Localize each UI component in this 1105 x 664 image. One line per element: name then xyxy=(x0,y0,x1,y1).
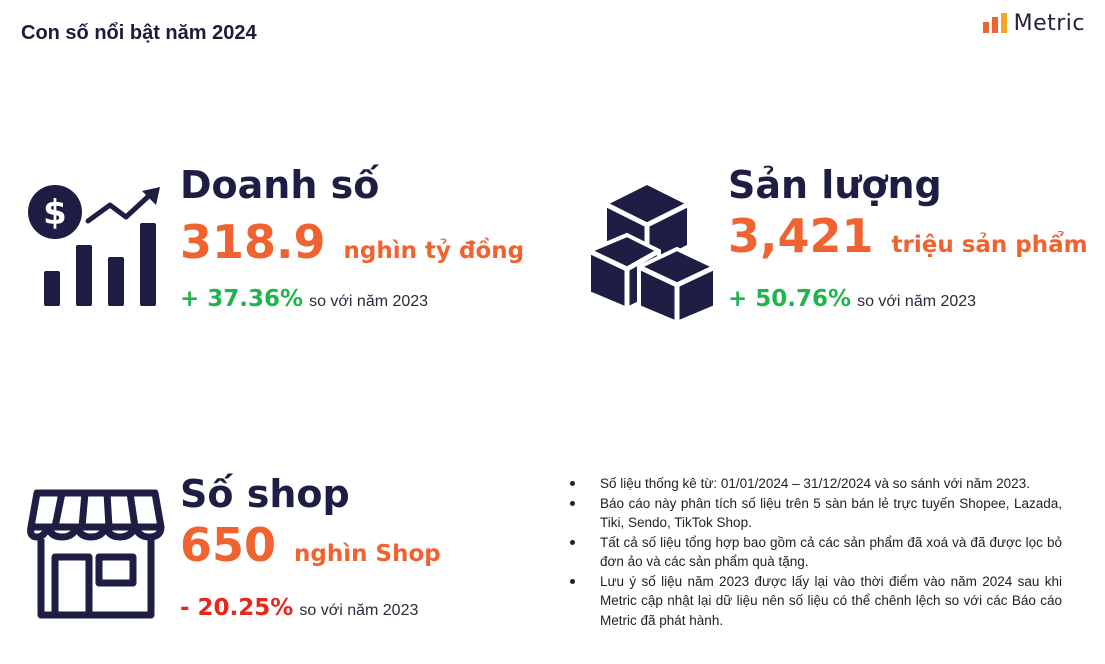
stat-change: - 20.25% xyxy=(180,595,294,621)
metric-bars-icon xyxy=(982,13,1007,33)
list-item: Số liệu thống kê từ: 01/01/2024 – 31/12/… xyxy=(570,474,1062,494)
stat-unit: nghìn Shop xyxy=(294,541,441,567)
stat-compare: so với năm 2023 xyxy=(857,293,977,310)
revenue-growth-chart-icon: $ xyxy=(24,183,164,308)
stat-compare: so với năm 2023 xyxy=(309,293,429,310)
stat-label: Số shop xyxy=(180,472,350,516)
svg-text:$: $ xyxy=(43,193,67,233)
stat-unit: nghìn tỷ đồng xyxy=(343,238,525,264)
boxes-icon xyxy=(587,183,717,326)
stat-label: Doanh số xyxy=(180,163,380,207)
page-title: Con số nổi bật năm 2024 xyxy=(21,22,257,44)
logo-text: Metric xyxy=(1013,10,1085,36)
stat-change: + 37.36% xyxy=(180,286,304,312)
list-item: Báo cáo này phân tích số liệu trên 5 sàn… xyxy=(570,494,1062,533)
storefront-icon xyxy=(27,489,165,619)
metric-logo: Metric xyxy=(982,10,1085,36)
stat-value: 318.9 xyxy=(180,215,326,269)
notes-list: Số liệu thống kê từ: 01/01/2024 – 31/12/… xyxy=(570,474,1062,630)
stat-value: 3,421 xyxy=(728,209,874,263)
stat-unit: triệu sản phẩm xyxy=(891,232,1088,258)
list-item: Lưu ý số liệu năm 2023 được lấy lại vào … xyxy=(570,572,1062,631)
stat-value: 650 xyxy=(180,518,277,572)
stat-label: Sản lượng xyxy=(728,163,942,207)
list-item: Tất cả số liệu tổng hợp bao gồm cả các s… xyxy=(570,533,1062,572)
stat-change: + 50.76% xyxy=(728,286,852,312)
stat-compare: so với năm 2023 xyxy=(299,602,419,619)
